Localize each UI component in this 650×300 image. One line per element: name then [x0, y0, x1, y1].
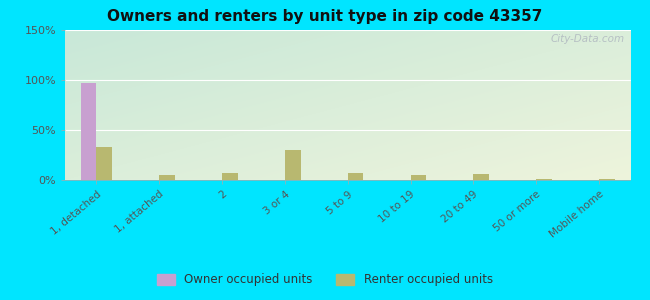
- Bar: [536, 179, 552, 180]
- Text: City-Data.com: City-Data.com: [551, 34, 625, 44]
- Bar: [411, 175, 426, 180]
- Bar: [348, 173, 363, 180]
- Bar: [599, 179, 615, 180]
- Bar: [222, 173, 238, 180]
- Bar: [473, 174, 489, 180]
- Legend: Owner occupied units, Renter occupied units: Owner occupied units, Renter occupied un…: [153, 269, 497, 291]
- Text: Owners and renters by unit type in zip code 43357: Owners and renters by unit type in zip c…: [107, 9, 543, 24]
- Bar: [96, 147, 112, 180]
- Bar: [159, 175, 175, 180]
- Bar: [285, 150, 300, 180]
- Bar: [81, 83, 96, 180]
